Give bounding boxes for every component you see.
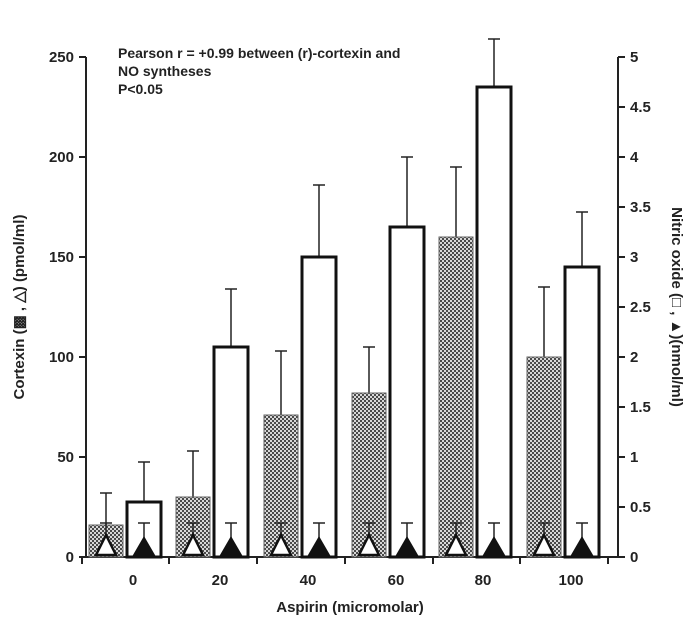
markers-group xyxy=(93,522,594,557)
open-triangle-marker xyxy=(180,532,206,557)
x-tick-label: 60 xyxy=(388,572,405,589)
right-tick-label: 0.5 xyxy=(630,499,651,516)
open-triangle-marker xyxy=(93,532,119,557)
filled-triangle-marker xyxy=(570,536,594,557)
right-tick-label: 0 xyxy=(630,549,638,566)
nitric-oxide-bar xyxy=(475,85,513,559)
right-tick-label: 4 xyxy=(630,149,639,166)
annotation-line: NO syntheses xyxy=(118,63,212,79)
left-tick-label: 100 xyxy=(49,349,74,366)
x-tick-label: 40 xyxy=(300,572,317,589)
open-triangle-marker xyxy=(268,532,294,557)
x-tick-label: 80 xyxy=(475,572,492,589)
open-triangle-marker xyxy=(356,532,382,557)
right-tick-label: 1.5 xyxy=(630,399,651,416)
open-triangle-marker xyxy=(531,532,557,557)
left-tick-label: 50 xyxy=(57,449,74,466)
bars-group xyxy=(88,38,601,559)
right-tick-label: 2 xyxy=(630,349,638,366)
filled-triangle-marker xyxy=(219,536,243,557)
annotation-line: P<0.05 xyxy=(118,81,163,97)
cortexin-bar xyxy=(438,236,474,558)
nitric-oxide-bar xyxy=(212,345,250,559)
left-tick-label: 0 xyxy=(66,549,74,566)
filled-triangle-marker xyxy=(307,536,331,557)
filled-triangle-marker xyxy=(482,536,506,557)
right-tick-label: 3 xyxy=(630,249,638,266)
filled-triangle-marker xyxy=(132,536,156,557)
right-axis-title: Nitric oxide (□ , ▲)(nmol/ml) xyxy=(668,207,685,407)
right-tick-label: 2.5 xyxy=(630,299,651,316)
filled-triangle-marker xyxy=(395,536,419,557)
right-tick-label: 4.5 xyxy=(630,99,651,116)
left-tick-label: 200 xyxy=(49,149,74,166)
left-tick-label: 150 xyxy=(49,249,74,266)
right-tick-label: 1 xyxy=(630,449,638,466)
left-axis-title: Cortexin (▩ , △) (pmol/ml) xyxy=(11,215,28,400)
open-triangle-marker xyxy=(443,532,469,557)
right-tick-label: 3.5 xyxy=(630,199,651,216)
x-tick-label: 20 xyxy=(212,572,229,589)
nitric-oxide-bar xyxy=(388,225,426,559)
annotation-line: Pearson r = +0.99 between (r)-cortexin a… xyxy=(118,45,400,61)
x-axis-title: Aspirin (micromolar) xyxy=(276,599,424,616)
x-tick-label: 0 xyxy=(129,572,137,589)
nitric-oxide-bar xyxy=(300,255,338,559)
right-tick-label: 5 xyxy=(630,49,638,66)
x-tick-label: 100 xyxy=(558,572,583,589)
left-tick-label: 250 xyxy=(49,49,74,66)
nitric-oxide-bar xyxy=(563,265,601,559)
